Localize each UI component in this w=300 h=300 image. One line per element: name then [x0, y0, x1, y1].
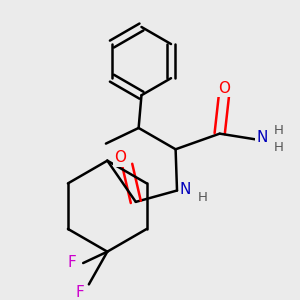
Text: H: H [197, 191, 207, 204]
Text: H: H [274, 124, 284, 137]
Text: O: O [218, 81, 230, 96]
Text: F: F [67, 255, 76, 270]
Text: N: N [257, 130, 268, 146]
Text: F: F [76, 285, 85, 300]
Text: N: N [180, 182, 191, 196]
Text: H: H [274, 141, 284, 154]
Text: O: O [114, 150, 126, 165]
